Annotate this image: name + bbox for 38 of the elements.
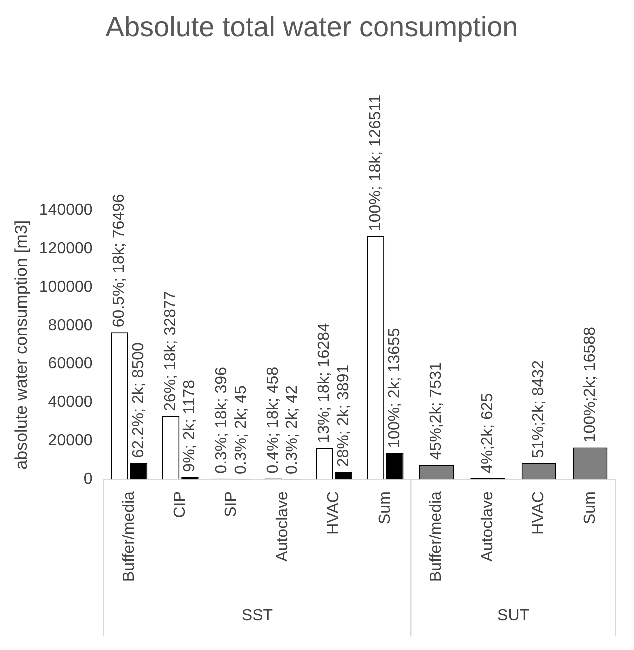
data-label: 0.4%; 18k; 458	[264, 366, 282, 474]
x-tick-label: HVAC	[530, 492, 548, 535]
data-label: 62.2%; 2k; 8500	[130, 342, 148, 458]
y-axis-title: absolute water consumption [m3]	[12, 220, 31, 470]
data-label: 45%;2k; 7531	[428, 362, 446, 460]
data-label: 0.3%; 2k; 42	[284, 385, 302, 474]
data-label: 4%;2k; 625	[479, 393, 496, 474]
x-tick-label: Buffer/media	[428, 491, 446, 582]
data-label: 100%;2k; 16588	[582, 326, 599, 443]
y-tick-label: 140000	[39, 202, 93, 220]
x-tick-label: Buffer/media	[120, 491, 138, 582]
data-label: 100%; 18k; 126511	[367, 94, 384, 232]
x-tick-label: Sum	[376, 492, 394, 524]
y-tick-label: 100000	[39, 278, 93, 296]
data-label: 60.5%; 18k; 76496	[111, 194, 128, 328]
data-label: 0.3%; 18k; 396	[214, 366, 231, 474]
data-label: 9%; 2k; 1178	[182, 380, 199, 472]
x-tick-label: Sum	[582, 492, 599, 524]
data-label: 13%; 18k; 16284	[316, 323, 334, 444]
y-tick-label: 0	[84, 470, 93, 488]
data-label: 0.3%; 2k; 45	[232, 385, 250, 474]
x-tick-label: SIP	[223, 492, 240, 518]
y-tick-label: 40000	[48, 394, 93, 412]
y-tick-label: 120000	[39, 240, 93, 258]
x-tick-label: HVAC	[326, 492, 343, 535]
x-tick-label: Autoclave	[479, 491, 496, 562]
y-tick-label: 60000	[48, 356, 93, 373]
data-label: 100%; 2k; 13655	[386, 328, 404, 448]
data-label: 28%; 2k; 3891	[335, 364, 352, 468]
y-tick-label: 20000	[48, 432, 93, 450]
data-label: 51%;2k; 8432	[530, 360, 548, 458]
x-tick-label: Autoclave	[274, 491, 292, 562]
y-tick-label: 80000	[48, 317, 93, 334]
chart-title: Absolute total water consumption	[106, 12, 518, 43]
data-label: 26%; 18k; 32877	[162, 291, 180, 412]
text: SUT	[498, 607, 530, 624]
text: SST	[242, 607, 274, 624]
x-tick-label: CIP	[172, 492, 190, 518]
